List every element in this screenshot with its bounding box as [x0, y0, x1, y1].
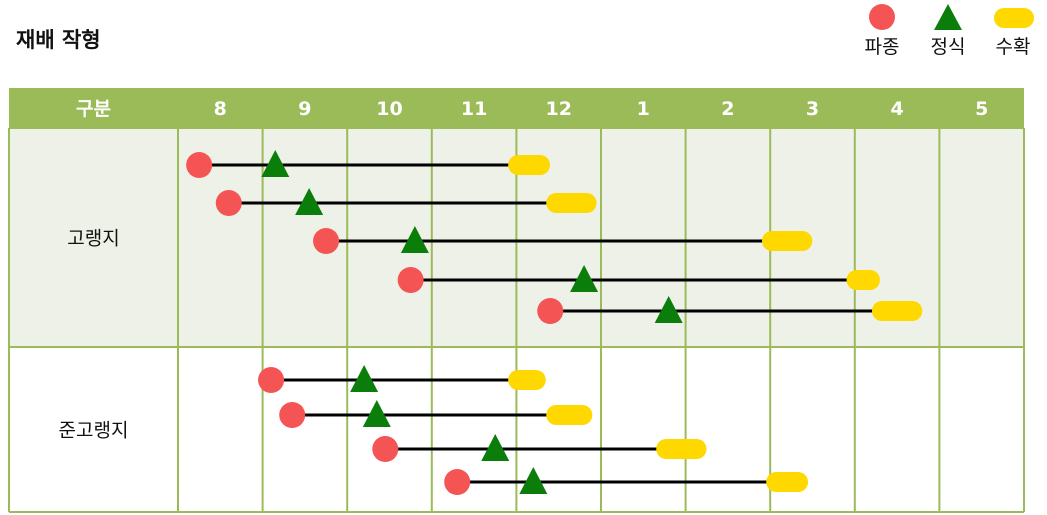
sowing-marker — [397, 267, 424, 293]
sowing-marker — [279, 402, 306, 428]
header-band — [9, 88, 1024, 128]
month-label: 1 — [637, 98, 650, 120]
triangle-icon — [934, 4, 962, 30]
month-label: 11 — [461, 98, 487, 120]
harvest-marker — [656, 439, 707, 459]
harvest-marker — [871, 301, 923, 321]
legend-label-plant: 정식 — [930, 36, 966, 58]
legend-label-sow: 파종 — [864, 36, 900, 58]
month-label: 4 — [890, 98, 903, 120]
legend-item-harvest: 수확 — [978, 4, 1047, 64]
harvest-marker — [546, 405, 593, 425]
sowing-marker — [215, 190, 242, 216]
page-title: 재배 작형 — [16, 28, 101, 52]
legend-item-plant: 정식 — [913, 4, 983, 64]
planting-marker — [570, 265, 599, 292]
sowing-marker — [372, 436, 399, 462]
harvest-marker — [508, 155, 551, 175]
harvest-marker — [508, 370, 546, 390]
month-label: 8 — [214, 98, 227, 120]
legend-label-harvest: 수확 — [995, 36, 1031, 58]
group-label: 준고랭지 — [59, 420, 129, 442]
harvest-marker — [546, 193, 597, 213]
planting-marker — [519, 467, 548, 494]
month-label: 5 — [975, 98, 988, 120]
circle-icon — [869, 4, 895, 30]
legend-item-sow: 파종 — [847, 4, 917, 64]
month-label: 12 — [545, 98, 571, 120]
harvest-marker — [766, 472, 809, 492]
harvest-marker — [846, 270, 880, 290]
month-label: 3 — [806, 98, 819, 120]
sowing-marker — [537, 298, 564, 324]
planting-marker — [400, 226, 429, 253]
month-label: 9 — [298, 98, 311, 120]
planting-marker — [481, 434, 510, 461]
header-label: 구분 — [76, 98, 111, 120]
month-label: 10 — [376, 98, 402, 120]
planting-marker — [350, 365, 379, 392]
planting-marker — [362, 400, 391, 427]
planting-marker — [261, 150, 290, 177]
pill-icon — [994, 8, 1034, 28]
harvest-marker — [761, 231, 813, 251]
sowing-marker — [258, 367, 285, 393]
month-label: 2 — [721, 98, 734, 120]
sowing-marker — [313, 228, 340, 254]
sowing-marker — [444, 469, 471, 495]
sowing-marker — [186, 152, 213, 178]
planting-marker — [295, 188, 324, 215]
group-label: 고랭지 — [67, 228, 119, 250]
planting-marker — [654, 296, 683, 323]
